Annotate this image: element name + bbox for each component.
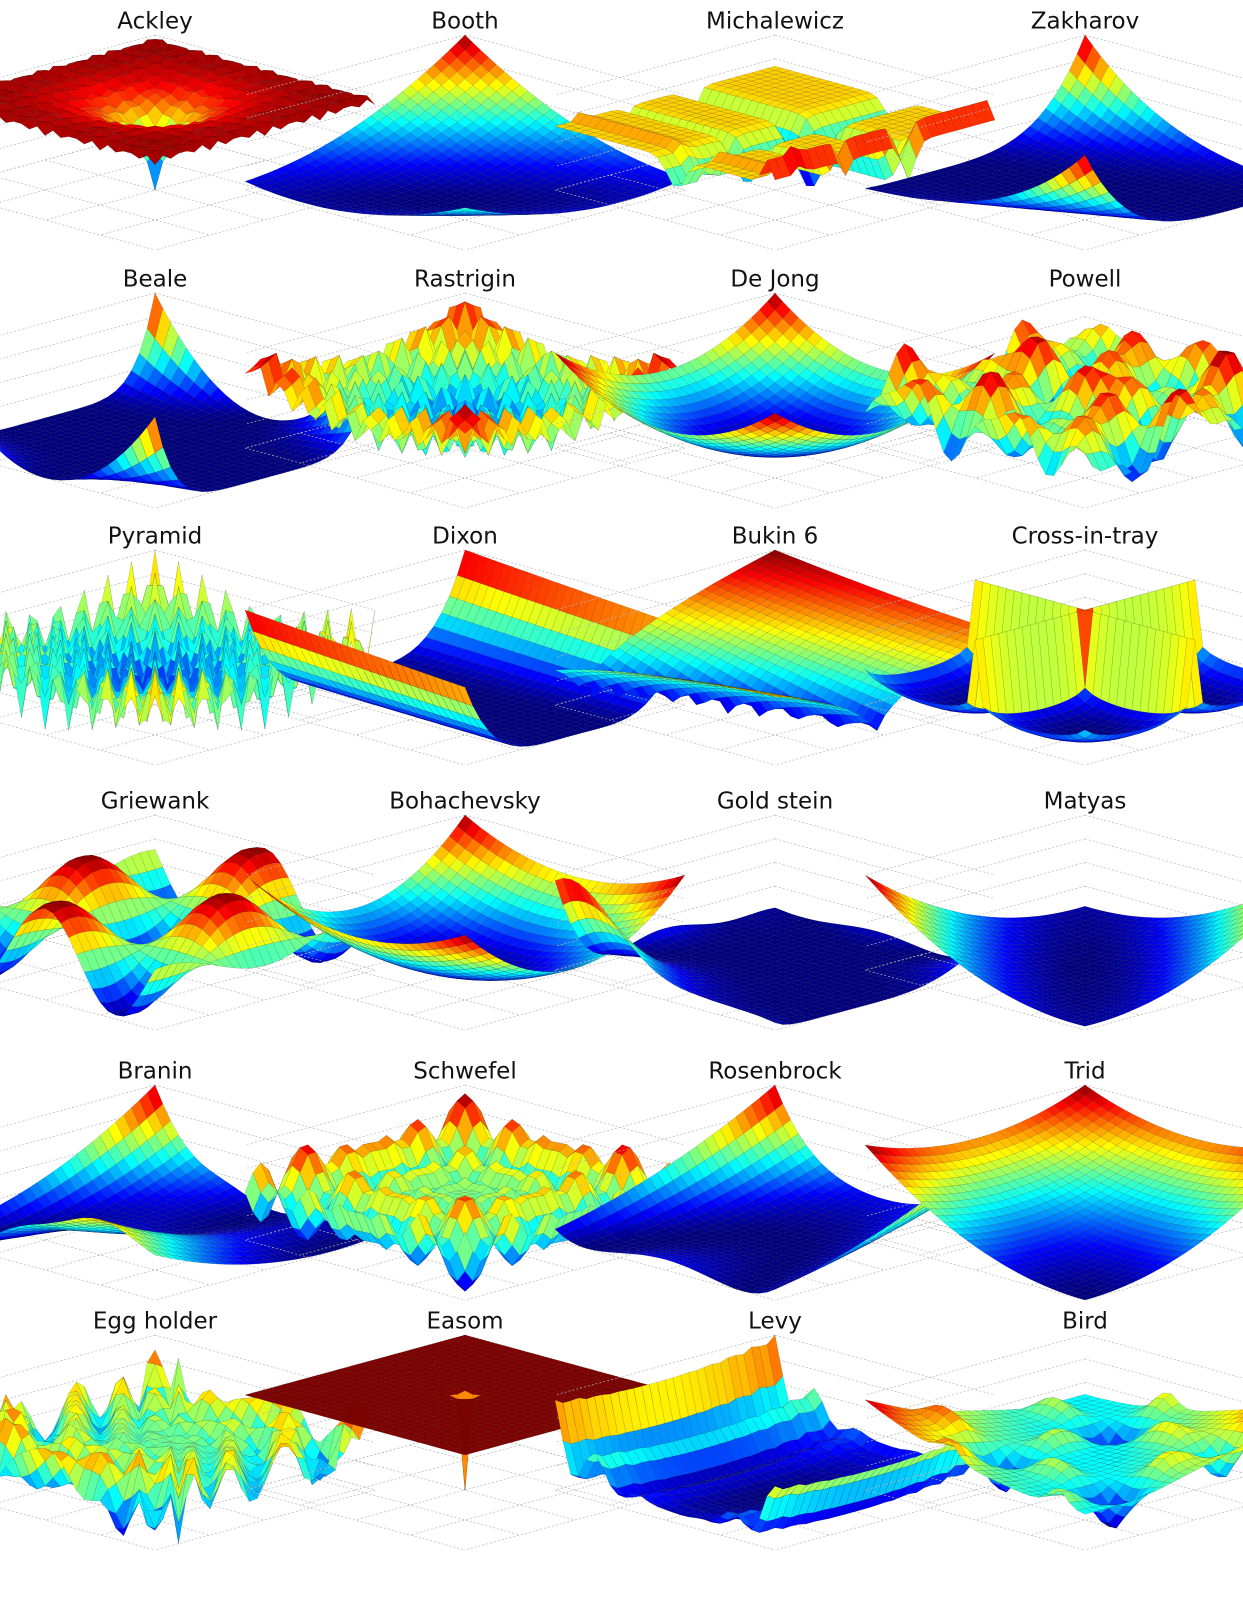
surface-patch	[0, 80, 6, 85]
plot-title: Michalewicz	[706, 9, 844, 35]
plot-title: Zakharov	[1031, 9, 1139, 35]
plot-title: Rastrigin	[414, 267, 516, 293]
surface	[0, 39, 376, 191]
plot-panel: Michalewicz	[554, 9, 996, 251]
plot-title: De Jong	[730, 267, 819, 293]
grid-line	[0, 177, 211, 236]
grid-line	[0, 144, 211, 203]
plot-panel: Ackley	[0, 9, 376, 251]
plot-title: Booth	[431, 9, 499, 35]
grid-line	[0, 207, 156, 251]
plot-title: Beale	[123, 267, 188, 293]
grid-line	[154, 292, 376, 354]
grid-line	[864, 34, 1086, 96]
plot-title: Ackley	[117, 9, 192, 35]
surface-patch	[244, 364, 261, 374]
